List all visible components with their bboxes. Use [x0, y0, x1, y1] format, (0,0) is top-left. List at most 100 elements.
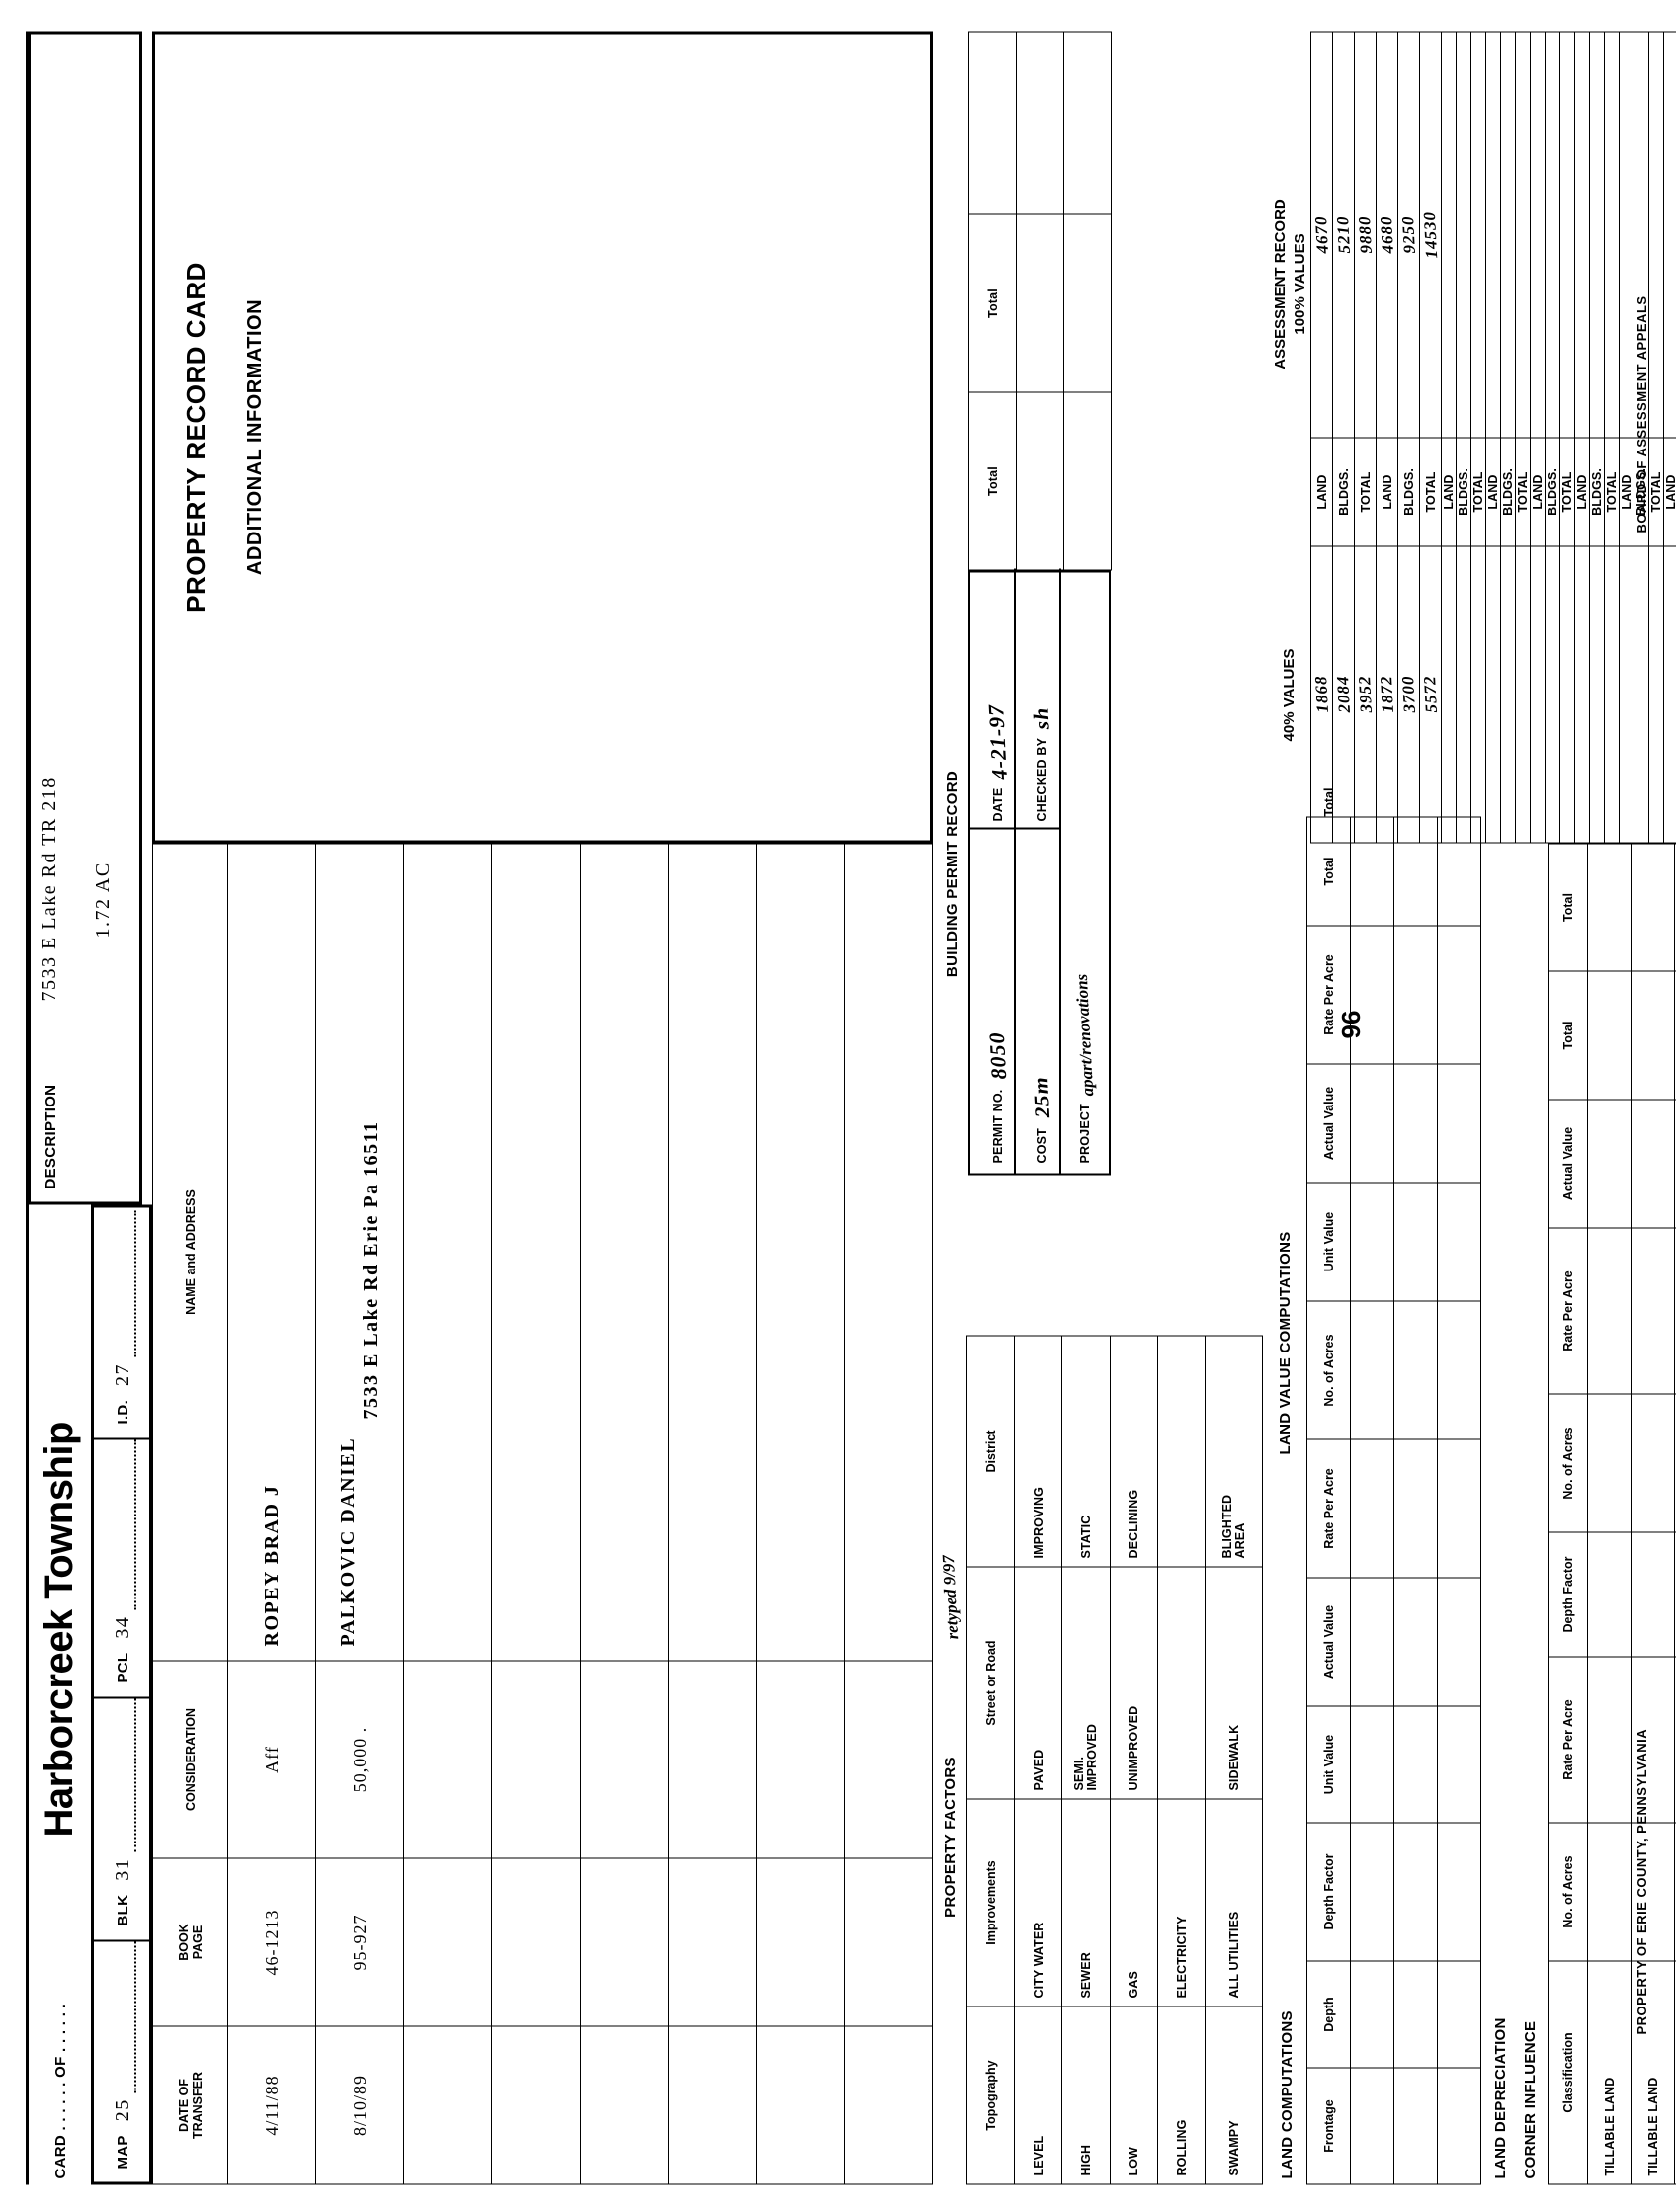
assessment-40-value[interactable]: [1456, 545, 1471, 843]
lvc-cell[interactable]: [1350, 1705, 1394, 1823]
factor-paved[interactable]: PAVED: [1014, 1566, 1062, 1799]
assessment-100-value[interactable]: [1574, 31, 1590, 438]
transfer-book-page[interactable]: [580, 1857, 669, 2026]
transfer-name-address[interactable]: [668, 843, 757, 1661]
lvc-cell[interactable]: [1393, 1822, 1438, 1961]
factor-semi-improved[interactable]: SEMI. IMPROVED: [1061, 1566, 1111, 1799]
transfer-book-page[interactable]: 46-1213: [227, 1857, 316, 2026]
bp-cell[interactable]: [1016, 213, 1064, 392]
lvc-cell[interactable]: [1393, 1300, 1438, 1439]
transfer-date[interactable]: [668, 2025, 757, 2184]
lvc-cell[interactable]: [1437, 1960, 1481, 2068]
transfer-consideration[interactable]: [491, 1660, 580, 1858]
bp-cell[interactable]: [1016, 31, 1064, 214]
assessment-40-value[interactable]: [1485, 545, 1501, 843]
factor-blighted-area[interactable]: BLIGHTED AREA: [1205, 1335, 1263, 1567]
transfer-consideration[interactable]: [756, 1660, 845, 1858]
lvc-cell[interactable]: [1350, 1577, 1394, 1706]
lvc-cell[interactable]: [1437, 1300, 1481, 1439]
assessment-100-value[interactable]: 9250: [1397, 31, 1420, 438]
lvc-cell[interactable]: [1437, 1822, 1481, 1961]
classification-rate[interactable]: [1587, 1656, 1632, 1823]
transfer-date[interactable]: [580, 2025, 669, 2184]
transfer-name-address[interactable]: [756, 843, 845, 1661]
lvc-cell[interactable]: [1437, 2067, 1481, 2184]
factor-all-utilities[interactable]: ALL UTILITIES: [1205, 1798, 1263, 2007]
lvc-cell[interactable]: [1437, 1182, 1481, 1301]
assessment-100-value[interactable]: [1470, 31, 1486, 438]
transfer-consideration[interactable]: [403, 1660, 492, 1858]
factor-high[interactable]: HIGH: [1061, 2006, 1111, 2184]
classification-cell[interactable]: [1587, 1393, 1632, 1532]
permit-no-field[interactable]: PERMIT NO. 8050: [983, 1030, 1012, 1163]
bp-cell[interactable]: [1063, 213, 1112, 392]
classification-cell[interactable]: [1587, 1227, 1632, 1394]
transfer-date[interactable]: [491, 2025, 580, 2184]
assessment-40-value[interactable]: [1470, 545, 1486, 843]
factor-swampy[interactable]: SWAMPY: [1205, 2006, 1263, 2184]
classification-acres[interactable]: [1587, 1822, 1632, 1961]
factor-declining[interactable]: DECLINING: [1110, 1335, 1158, 1567]
classification-rate[interactable]: [1631, 1656, 1675, 1823]
transfer-name-address[interactable]: [580, 843, 669, 1661]
lvc-cell[interactable]: [1350, 1063, 1394, 1183]
assessment-100-value[interactable]: [1604, 31, 1620, 438]
assessment-40-value[interactable]: [1648, 545, 1664, 843]
bp-cell[interactable]: [1016, 391, 1064, 570]
assessment-100-value[interactable]: [1530, 31, 1546, 438]
transfer-book-page[interactable]: 95-927: [315, 1857, 404, 2026]
assessment-40-value[interactable]: [1559, 545, 1575, 843]
assessment-40-value[interactable]: 3952: [1354, 545, 1377, 843]
lvc-cell[interactable]: [1393, 925, 1438, 1064]
factor-sewer[interactable]: SEWER: [1061, 1798, 1111, 2007]
permit-cost-field[interactable]: COST 25m: [1027, 1075, 1055, 1163]
assessment-40-value[interactable]: [1634, 545, 1649, 843]
transfer-name-address[interactable]: PALKOVIC DANIEL 7533 E Lake Rd Erie Pa 16…: [315, 843, 404, 1661]
lvc-cell[interactable]: [1350, 1822, 1394, 1961]
transfer-book-page[interactable]: [844, 1857, 933, 2026]
lvc-cell[interactable]: [1393, 1705, 1438, 1823]
assessment-40-value[interactable]: [1619, 545, 1634, 843]
transfer-date[interactable]: 8/10/89: [315, 2025, 404, 2184]
assessment-100-value[interactable]: [1559, 31, 1575, 438]
transfer-date[interactable]: [844, 2025, 933, 2184]
lvc-cell[interactable]: [1393, 1063, 1438, 1183]
assessment-40-value[interactable]: [1441, 545, 1457, 843]
factor-sidewalk[interactable]: SIDEWALK: [1205, 1566, 1263, 1799]
assessment-40-value[interactable]: [1604, 545, 1620, 843]
factor-city-water[interactable]: CITY WATER: [1014, 1798, 1062, 2007]
assessment-40-value[interactable]: [1545, 545, 1560, 843]
transfer-name-address[interactable]: ROPEY BRAD J: [227, 843, 316, 1661]
assessment-100-value[interactable]: [1500, 31, 1516, 438]
transfer-name-address[interactable]: [844, 843, 933, 1661]
classification-acres[interactable]: [1631, 1822, 1675, 1961]
factor-low[interactable]: LOW: [1110, 2006, 1158, 2184]
assessment-40-value[interactable]: [1663, 545, 1676, 843]
transfer-consideration[interactable]: [580, 1660, 669, 1858]
lvc-cell[interactable]: [1393, 1577, 1438, 1706]
assessment-100-value[interactable]: 5210: [1332, 31, 1355, 438]
classification-cell[interactable]: [1631, 1393, 1675, 1532]
transfer-book-page[interactable]: [491, 1857, 580, 2026]
transfer-consideration[interactable]: [844, 1660, 933, 1858]
lvc-cell[interactable]: [1437, 1063, 1481, 1183]
assessment-100-value[interactable]: [1545, 31, 1560, 438]
assessment-40-value[interactable]: 5572: [1419, 545, 1442, 843]
classification-total[interactable]: [1587, 970, 1632, 1100]
lvc-cell[interactable]: [1437, 1705, 1481, 1823]
bp-cell[interactable]: [1063, 391, 1112, 570]
assessment-40-value[interactable]: 1868: [1310, 545, 1333, 843]
lvc-cell[interactable]: [1437, 925, 1481, 1064]
classification-cell[interactable]: [1587, 1099, 1632, 1228]
classification-cell[interactable]: [1631, 1227, 1675, 1394]
classification-total[interactable]: [1631, 970, 1675, 1100]
lvc-cell[interactable]: [1393, 1960, 1438, 2068]
transfer-name-address[interactable]: [403, 843, 492, 1661]
assessment-100-value[interactable]: 4670: [1310, 31, 1333, 438]
transfer-date[interactable]: 4/11/88: [227, 2025, 316, 2184]
assessment-40-value[interactable]: [1574, 545, 1590, 843]
transfer-consideration[interactable]: [668, 1660, 757, 1858]
permit-checked-by-field[interactable]: CHECKED BY sh: [1028, 705, 1054, 821]
factor-gas[interactable]: GAS: [1110, 1798, 1158, 2007]
lvc-cell[interactable]: [1350, 1438, 1394, 1578]
